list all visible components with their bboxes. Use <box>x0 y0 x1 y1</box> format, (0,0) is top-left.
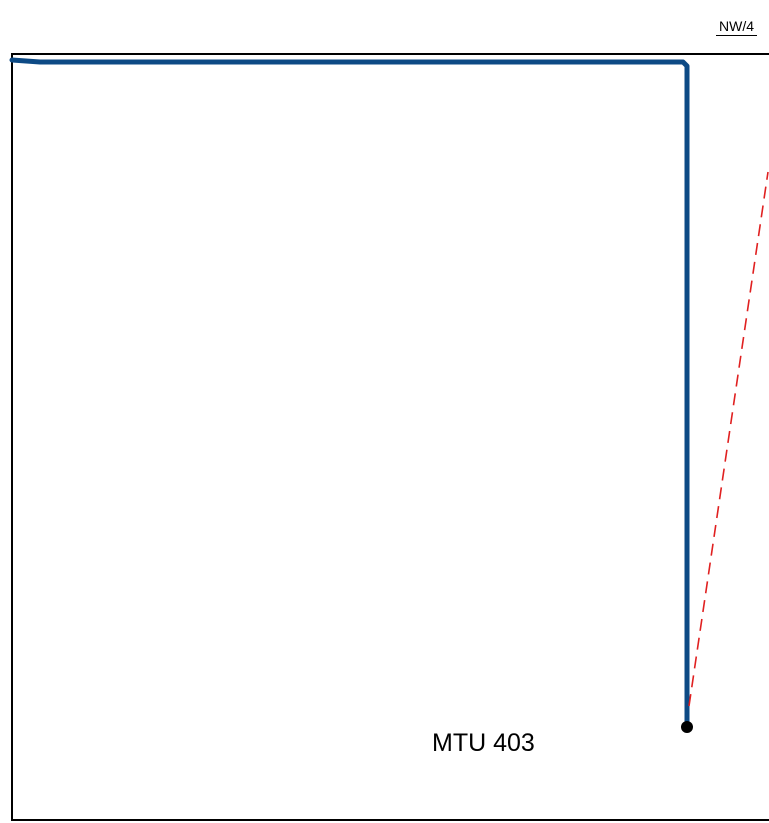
well-marker[interactable] <box>681 721 693 733</box>
sheet-reference-label: NW/4 <box>716 18 757 36</box>
projection-line <box>688 171 769 707</box>
wellbore-path <box>9 57 690 730</box>
well-label[interactable]: MTU 403 <box>432 729 535 757</box>
map-frame <box>11 53 769 821</box>
